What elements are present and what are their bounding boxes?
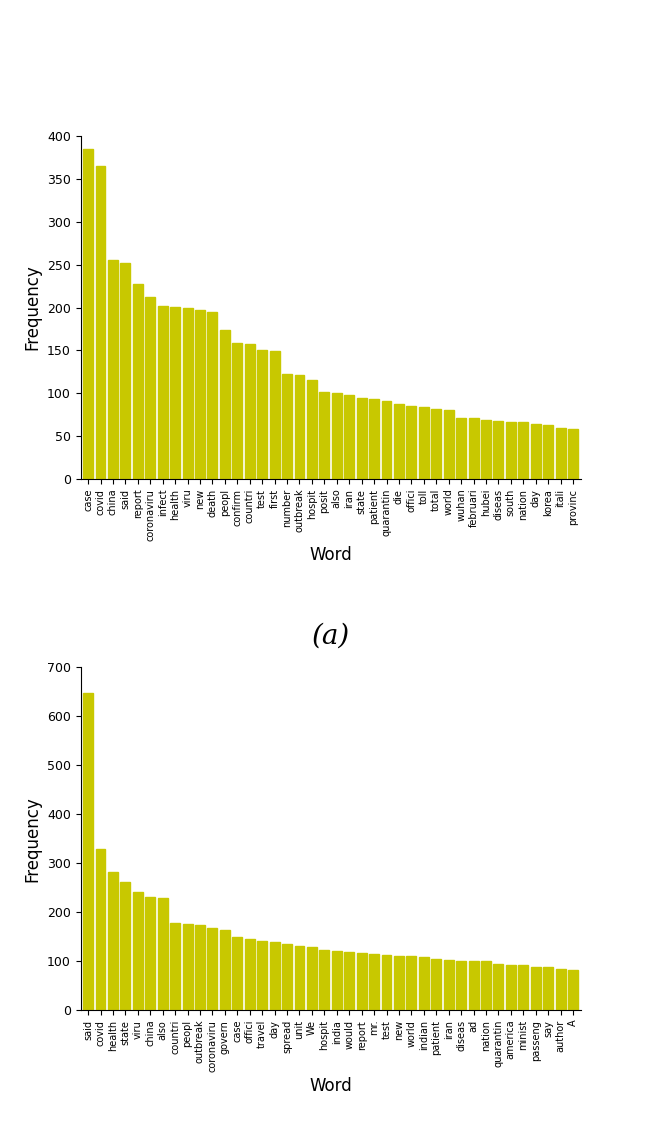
X-axis label: Word: Word	[309, 1077, 352, 1095]
Bar	[519, 965, 528, 1010]
Bar	[170, 923, 180, 1010]
Bar	[270, 351, 279, 479]
Bar	[481, 961, 491, 1010]
Bar	[406, 957, 417, 1010]
Bar	[133, 284, 143, 479]
Bar	[419, 407, 429, 479]
Bar	[307, 947, 317, 1010]
Bar	[481, 420, 491, 479]
Bar	[394, 956, 404, 1010]
Bar	[357, 397, 366, 479]
Bar	[344, 952, 354, 1010]
Bar	[506, 421, 516, 479]
Bar	[444, 960, 453, 1010]
Bar	[183, 309, 193, 479]
Bar	[369, 400, 379, 479]
Bar	[531, 967, 541, 1010]
Bar	[95, 849, 106, 1010]
Bar	[257, 941, 267, 1010]
Bar	[319, 393, 330, 479]
Bar	[121, 263, 130, 479]
Bar	[244, 939, 255, 1010]
Bar	[282, 373, 292, 479]
Y-axis label: Frequency: Frequency	[23, 796, 41, 882]
Bar	[244, 344, 255, 479]
Bar	[332, 951, 342, 1010]
Bar	[145, 897, 155, 1010]
Bar	[145, 297, 155, 479]
Bar	[158, 898, 168, 1010]
Bar	[319, 950, 330, 1010]
Bar	[83, 149, 93, 479]
Bar	[419, 957, 429, 1010]
Bar	[232, 938, 243, 1010]
Bar	[257, 350, 267, 479]
Text: (a): (a)	[312, 623, 350, 650]
Bar	[456, 418, 466, 479]
Bar	[183, 925, 193, 1010]
Bar	[531, 424, 541, 479]
Bar	[468, 418, 479, 479]
Bar	[369, 955, 379, 1010]
Bar	[382, 401, 392, 479]
Bar	[555, 968, 566, 1010]
Bar	[158, 305, 168, 479]
Bar	[332, 393, 342, 479]
Bar	[543, 967, 553, 1010]
Bar	[444, 410, 453, 479]
Y-axis label: Frequency: Frequency	[23, 264, 41, 351]
Bar	[95, 166, 106, 479]
Bar	[108, 872, 118, 1010]
Bar	[468, 961, 479, 1010]
Bar	[344, 395, 354, 479]
Bar	[307, 380, 317, 479]
Bar	[357, 953, 366, 1010]
Bar	[133, 892, 143, 1010]
Bar	[555, 428, 566, 479]
Bar	[543, 424, 553, 479]
Bar	[432, 409, 441, 479]
Bar	[208, 312, 217, 479]
X-axis label: Word: Word	[309, 546, 352, 564]
Bar	[295, 945, 304, 1010]
Bar	[568, 429, 578, 479]
Bar	[295, 376, 304, 479]
Bar	[456, 960, 466, 1010]
Bar	[195, 925, 205, 1010]
Bar	[270, 942, 279, 1010]
Bar	[506, 965, 516, 1010]
Bar	[519, 421, 528, 479]
Bar	[208, 928, 217, 1010]
Bar	[493, 964, 503, 1010]
Bar	[195, 310, 205, 479]
Bar	[83, 692, 93, 1010]
Bar	[406, 406, 417, 479]
Bar	[282, 943, 292, 1010]
Bar	[394, 404, 404, 479]
Bar	[121, 882, 130, 1010]
Bar	[108, 260, 118, 479]
Bar	[220, 330, 230, 479]
Bar	[232, 343, 243, 479]
Bar	[382, 955, 392, 1010]
Bar	[220, 931, 230, 1010]
Bar	[568, 969, 578, 1010]
Bar	[170, 306, 180, 479]
Bar	[493, 421, 503, 479]
Bar	[432, 959, 441, 1010]
